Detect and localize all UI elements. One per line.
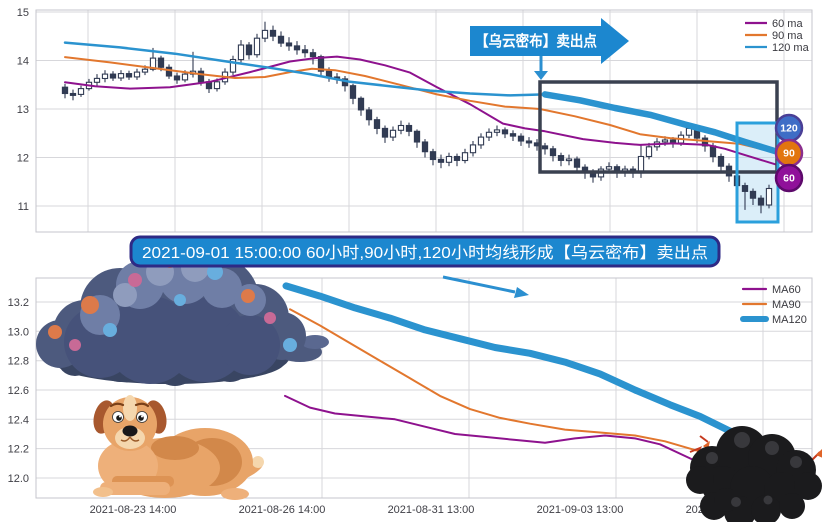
y-tick: 15 [17, 7, 29, 19]
120-ma-highlight-line [541, 91, 781, 155]
top-grid [35, 9, 813, 233]
top-y-axis-labels: 15 14 13 12 11 [17, 7, 29, 213]
x-tick: 2021-09-03 13:00 [537, 504, 624, 516]
y-tick: 13.0 [8, 326, 29, 338]
ma-badge-90: 90 [774, 138, 804, 168]
90-ma-line [64, 56, 778, 154]
legend-label: 60 ma [772, 18, 803, 30]
legend-label: MA120 [772, 314, 807, 326]
signal-banner-label: 2021-09-01 15:00:00 60小时,90小时,120小时均线形成【… [142, 244, 708, 262]
trend-arrow [442, 275, 529, 298]
bottom-legend: MA60 MA90 MA120 [740, 284, 807, 326]
sell-point-callout: 【乌云密布】卖出点 [470, 18, 629, 64]
legend-label: 120 ma [772, 42, 810, 54]
bottom-y-axis-labels: 13.2 13.0 12.8 12.6 12.4 12.2 12.0 [8, 297, 29, 485]
bottom-x-axis-labels: 2021-08-23 14:00 2021-08-26 14:00 2021-08-… [90, 504, 773, 516]
ma-badges: 120 90 60 [774, 113, 804, 193]
legend-label: MA90 [772, 299, 801, 311]
y-tick: 12.8 [8, 356, 29, 368]
x-tick: 2021-08-31 13:00 [388, 504, 475, 516]
down-arrow [534, 56, 548, 80]
y-tick: 12.2 [8, 444, 29, 456]
badge-label: 120 [780, 123, 798, 135]
60-ma-line [64, 55, 778, 166]
120-ma-line [63, 41, 547, 97]
candlestick-series [61, 21, 773, 214]
dog-illustration [93, 395, 264, 500]
y-tick: 11 [18, 201, 29, 213]
badge-label: 90 [783, 148, 795, 160]
bottom-chart: 13.2 13.0 12.8 12.6 12.4 12.2 12.0 2021-08-23 1… [8, 277, 813, 516]
ma-badge-60: 60 [774, 163, 804, 193]
explosion-cloud-illustration [686, 426, 822, 522]
legend-label: MA60 [772, 284, 801, 296]
callout-label: 【乌云密布】卖出点 [475, 32, 597, 50]
y-tick: 12 [17, 153, 29, 165]
y-tick: 12.0 [8, 473, 29, 485]
legend-label: 90 ma [772, 30, 803, 42]
y-tick: 12.4 [8, 414, 29, 426]
ma-badge-120: 120 [774, 113, 804, 143]
bottom-grid [35, 277, 813, 499]
y-tick: 14 [17, 56, 29, 68]
x-tick: 2021-08-26 14:00 [239, 504, 326, 516]
x-tick: 2021-08-23 14:00 [90, 504, 177, 516]
y-tick: 12.6 [8, 385, 29, 397]
storm-cloud-illustration [36, 249, 329, 386]
badge-label: 60 [783, 173, 795, 185]
ma120-line [282, 282, 776, 451]
y-tick: 13.2 [8, 297, 29, 309]
y-tick: 13 [17, 104, 29, 116]
signal-banner: 2021-09-01 15:00:00 60小时,90小时,120小时均线形成【… [129, 235, 721, 268]
